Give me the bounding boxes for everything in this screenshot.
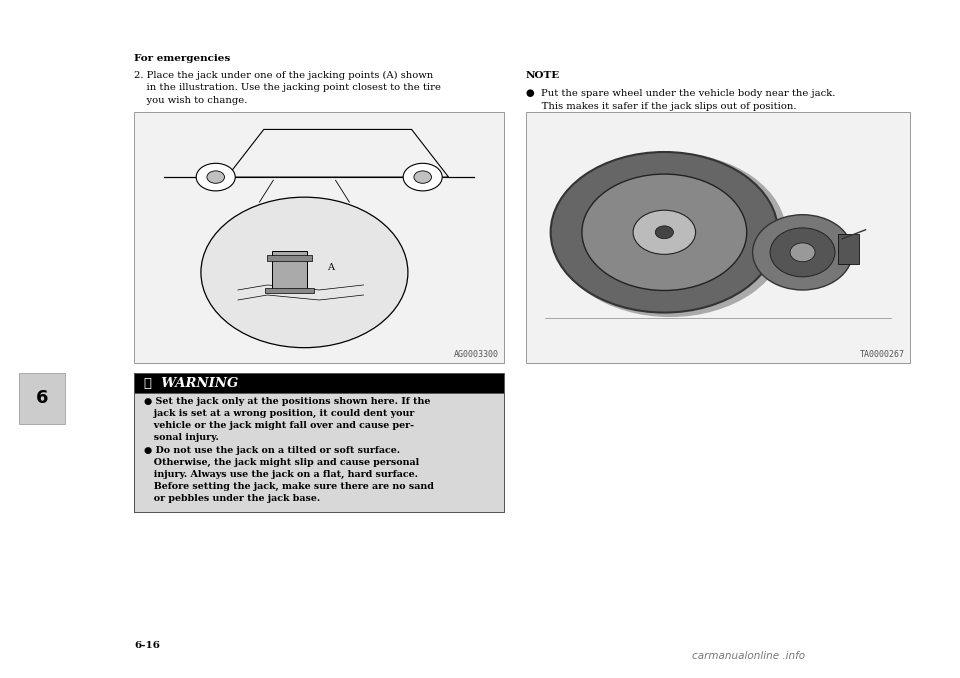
Text: carmanualonline .info: carmanualonline .info	[692, 651, 805, 661]
Circle shape	[656, 226, 673, 239]
Ellipse shape	[790, 243, 815, 262]
Ellipse shape	[633, 210, 696, 254]
Bar	[134, 112, 504, 363]
Text: A: A	[326, 263, 333, 272]
Bar	[267, 255, 312, 261]
Ellipse shape	[201, 197, 408, 348]
Text: ● Do not use the jack on a tilted or soft surface.
   Otherwise, the jack might : ● Do not use the jack on a tilted or sof…	[144, 446, 434, 503]
Text: 2. Place the jack under one of the jacking points (A) shown
    in the illustrat: 2. Place the jack under one of the jacki…	[134, 71, 442, 104]
Text: For emergencies: For emergencies	[134, 54, 230, 63]
Text: ⚠  WARNING: ⚠ WARNING	[144, 376, 238, 390]
Text: NOTE: NOTE	[526, 71, 561, 80]
Bar	[134, 373, 504, 393]
Ellipse shape	[582, 174, 747, 290]
Text: ● Set the jack only at the positions shown here. If the
   jack is set at a wron: ● Set the jack only at the positions sho…	[144, 397, 430, 442]
Ellipse shape	[770, 228, 835, 277]
Bar	[265, 288, 314, 293]
Ellipse shape	[753, 215, 852, 290]
Bar	[272, 251, 307, 290]
Circle shape	[196, 163, 235, 191]
Circle shape	[403, 163, 443, 191]
Ellipse shape	[554, 153, 786, 317]
Bar	[134, 373, 504, 512]
Text: 6-16: 6-16	[134, 641, 160, 650]
Text: ●  Put the spare wheel under the vehicle body near the jack.
     This makes it : ● Put the spare wheel under the vehicle …	[526, 89, 835, 111]
Text: 6: 6	[36, 389, 49, 407]
Bar	[19, 373, 65, 424]
Text: AG0003300: AG0003300	[454, 350, 499, 359]
Ellipse shape	[551, 152, 778, 313]
Text: TA0000267: TA0000267	[860, 350, 905, 359]
Circle shape	[414, 171, 431, 183]
Bar	[838, 235, 859, 264]
Bar	[134, 393, 504, 512]
Circle shape	[207, 171, 225, 183]
Bar	[526, 112, 910, 363]
